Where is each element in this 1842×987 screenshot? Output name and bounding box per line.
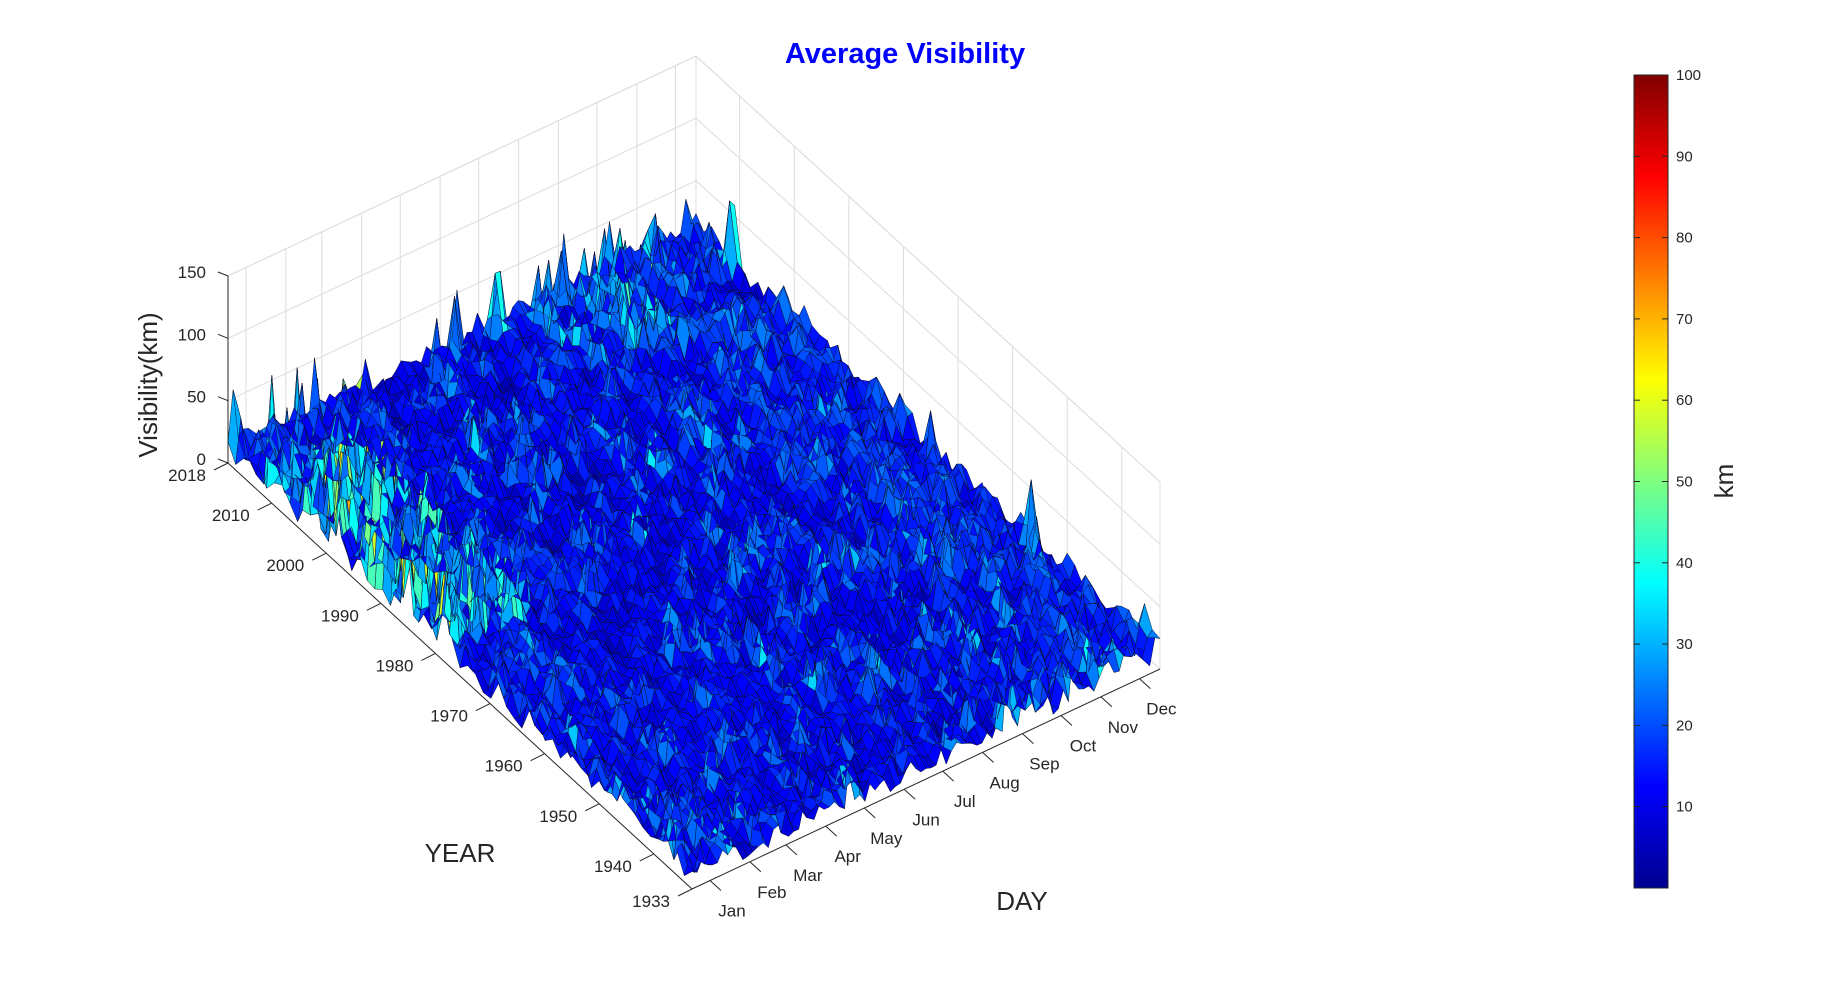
chart-title: Average Visibility [785,38,1025,70]
visibility-surface [227,199,1161,877]
